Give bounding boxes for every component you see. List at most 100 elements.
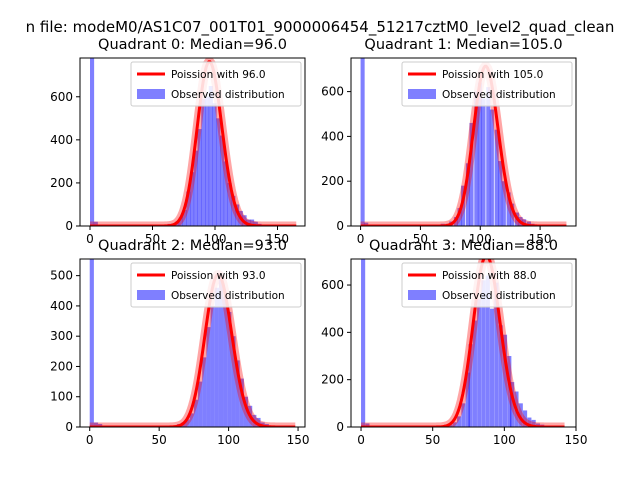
histogram-bar [93, 221, 98, 226]
histogram-bar [465, 163, 470, 226]
legend: Poission with 88.0 Observed distribution [401, 262, 573, 308]
x-tick-label: 50 [152, 433, 167, 447]
histogram-bar [472, 320, 477, 427]
x-tick-label: 100 [217, 433, 240, 447]
histogram-bar [360, 58, 365, 226]
histogram-bar [522, 410, 528, 427]
histogram-bar [250, 219, 255, 226]
subplot-quadrant-2: 0 50 100 150 0 100 200 300 400 500 Quadrant 2: Med… [50, 238, 309, 447]
histogram-bar [518, 403, 523, 427]
histogram-bar [206, 327, 211, 427]
legend-box [130, 61, 302, 107]
figure-suptitle: n file: modeM0/AS1C07_001T01_9000006454_… [26, 18, 615, 37]
legend-bar-swatch [137, 89, 165, 99]
y-tick-label: 600 [321, 85, 344, 99]
histogram-bar [527, 417, 532, 427]
histogram-bar [178, 217, 183, 226]
legend: Poission with 96.0 Observed distribution [130, 61, 302, 107]
histogram-bar [494, 282, 499, 427]
histogram-bar [185, 419, 190, 427]
y-tick-label: 200 [50, 176, 73, 190]
histogram-bar [489, 109, 494, 226]
legend-box [130, 262, 302, 308]
legend-box [401, 262, 573, 308]
histogram-bar [468, 344, 473, 427]
histogram-bar [526, 221, 531, 226]
y-tick-label: 500 [50, 269, 73, 283]
x-tick-label: 150 [287, 433, 310, 447]
histogram-bar [494, 129, 499, 226]
poisson-curve-halo [357, 259, 568, 427]
x-tick-label: 0 [357, 232, 365, 246]
histogram-bar [498, 161, 503, 226]
histogram-bar [506, 192, 511, 226]
histogram-bar [507, 356, 512, 427]
histogram-bar [193, 399, 199, 427]
subplot-quadrant-3: 0 50 100 150 0 200 400 600 Quadrant 3: Median=88… [321, 238, 587, 447]
subplot-title: Quadrant 1: Median=105.0 [364, 37, 562, 53]
histogram-bar [457, 208, 462, 226]
histogram-bar [198, 381, 203, 427]
histogram-bar [461, 403, 466, 427]
histogram-bar [502, 334, 508, 427]
histogram-bar [364, 222, 369, 226]
x-tick-label: 100 [204, 232, 227, 246]
y-tick-label: 0 [336, 420, 344, 434]
y-tick-label: 100 [50, 390, 73, 404]
subplot-title: Quadrant 0: Median=96.0 [98, 37, 287, 53]
histogram-bar [90, 58, 95, 226]
histogram-bar [490, 308, 495, 427]
histogram-bar [212, 103, 217, 226]
histogram-bar [186, 191, 191, 226]
histogram-bar [223, 161, 228, 226]
histogram-bar [197, 129, 202, 226]
histogram-bar [510, 203, 515, 226]
histogram-bar [239, 378, 244, 427]
histogram-bar [481, 98, 486, 226]
y-tick-label: 0 [65, 420, 73, 434]
legend-label-observed: Observed distribution [171, 89, 285, 101]
histogram-bar [256, 417, 261, 427]
y-tick-label: 200 [321, 373, 344, 387]
histogram-bar [361, 259, 366, 427]
axes-frame [79, 57, 306, 227]
histogram-bar [243, 396, 249, 427]
x-tick-label: 0 [357, 433, 365, 447]
histogram-bar [452, 422, 457, 427]
histogram-bar [231, 336, 236, 427]
histogram-bar [182, 209, 187, 226]
x-tick-label: 100 [469, 232, 492, 246]
axes-frame [79, 258, 306, 428]
y-tick-label: 400 [321, 129, 344, 143]
x-tick-label: 150 [266, 232, 289, 246]
y-tick-label: 400 [321, 325, 344, 339]
y-tick-label: 200 [321, 174, 344, 188]
histogram-bar [485, 275, 490, 427]
histogram-bar [498, 325, 503, 427]
histogram-bar [216, 118, 221, 226]
x-tick-label: 100 [493, 433, 516, 447]
histogram-bar [457, 416, 462, 427]
histogram-bar [193, 150, 198, 226]
histogram-bar [253, 221, 258, 226]
y-tick-label: 600 [50, 90, 73, 104]
x-tick-label: 150 [565, 433, 588, 447]
subplot-title: Quadrant 3: Median=88.0 [369, 238, 558, 254]
legend-box [401, 61, 573, 107]
legend-label-poisson: Poission with 88.0 [442, 270, 537, 282]
x-tick-label: 150 [529, 232, 552, 246]
x-tick-label: 0 [86, 433, 94, 447]
legend-label-observed: Observed distribution [171, 290, 285, 302]
plot-area [86, 259, 299, 427]
legend: Poission with 105.0 Observed distribution [401, 61, 573, 107]
poisson-curve [360, 259, 565, 427]
histogram-bar [227, 311, 232, 427]
histogram-bar [202, 357, 207, 427]
legend: Poission with 93.0 Observed distribution [130, 262, 302, 308]
histogram-bar [477, 82, 482, 226]
histogram-bar [205, 96, 210, 226]
y-tick-label: 400 [50, 133, 73, 147]
histogram-bar [218, 275, 224, 427]
x-tick-label: 0 [86, 232, 94, 246]
poisson-curve-halo [86, 270, 299, 427]
